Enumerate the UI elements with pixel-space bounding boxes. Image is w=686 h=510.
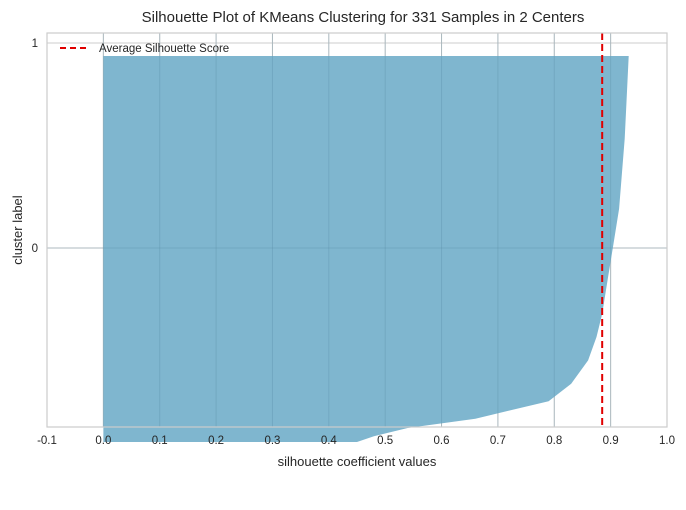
x-tick-label: 0.6 <box>434 435 450 447</box>
plot-area <box>46 33 668 442</box>
x-tick-label: -0.1 <box>37 435 57 447</box>
x-tick-label: 0.3 <box>264 435 280 447</box>
y-tick-label: 1 <box>32 38 38 50</box>
x-axis-ticks: -0.1 0.0 0.1 0.2 0.3 0.4 0.5 0.6 0.7 0.8 0.9 1.0 <box>37 435 675 447</box>
x-tick-label: 0.0 <box>95 435 111 447</box>
y-tick-label: 0 <box>32 243 38 255</box>
x-tick-label: 0.8 <box>546 435 562 447</box>
x-tick-label: 0.4 <box>321 435 338 447</box>
x-axis-label: silhouette coefficient values <box>278 454 437 469</box>
x-tick-label: 0.2 <box>208 435 224 447</box>
plot-frame <box>46 32 668 428</box>
chart-title: Silhouette Plot of KMeans Clustering for… <box>142 9 585 26</box>
y-axis-label: cluster label <box>10 195 25 264</box>
x-tick-label: 0.9 <box>603 435 619 447</box>
legend-label: Average Silhouette Score <box>99 43 229 55</box>
y-axis-ticks: 01 <box>32 38 38 255</box>
x-tick-label: 0.5 <box>377 435 393 447</box>
silhouette-cluster-0 <box>103 56 629 442</box>
x-tick-label: 0.7 <box>490 435 506 447</box>
x-tick-label: 0.1 <box>152 435 168 447</box>
x-tick-label: 1.0 <box>659 435 675 447</box>
legend: Average Silhouette Score <box>60 43 229 55</box>
